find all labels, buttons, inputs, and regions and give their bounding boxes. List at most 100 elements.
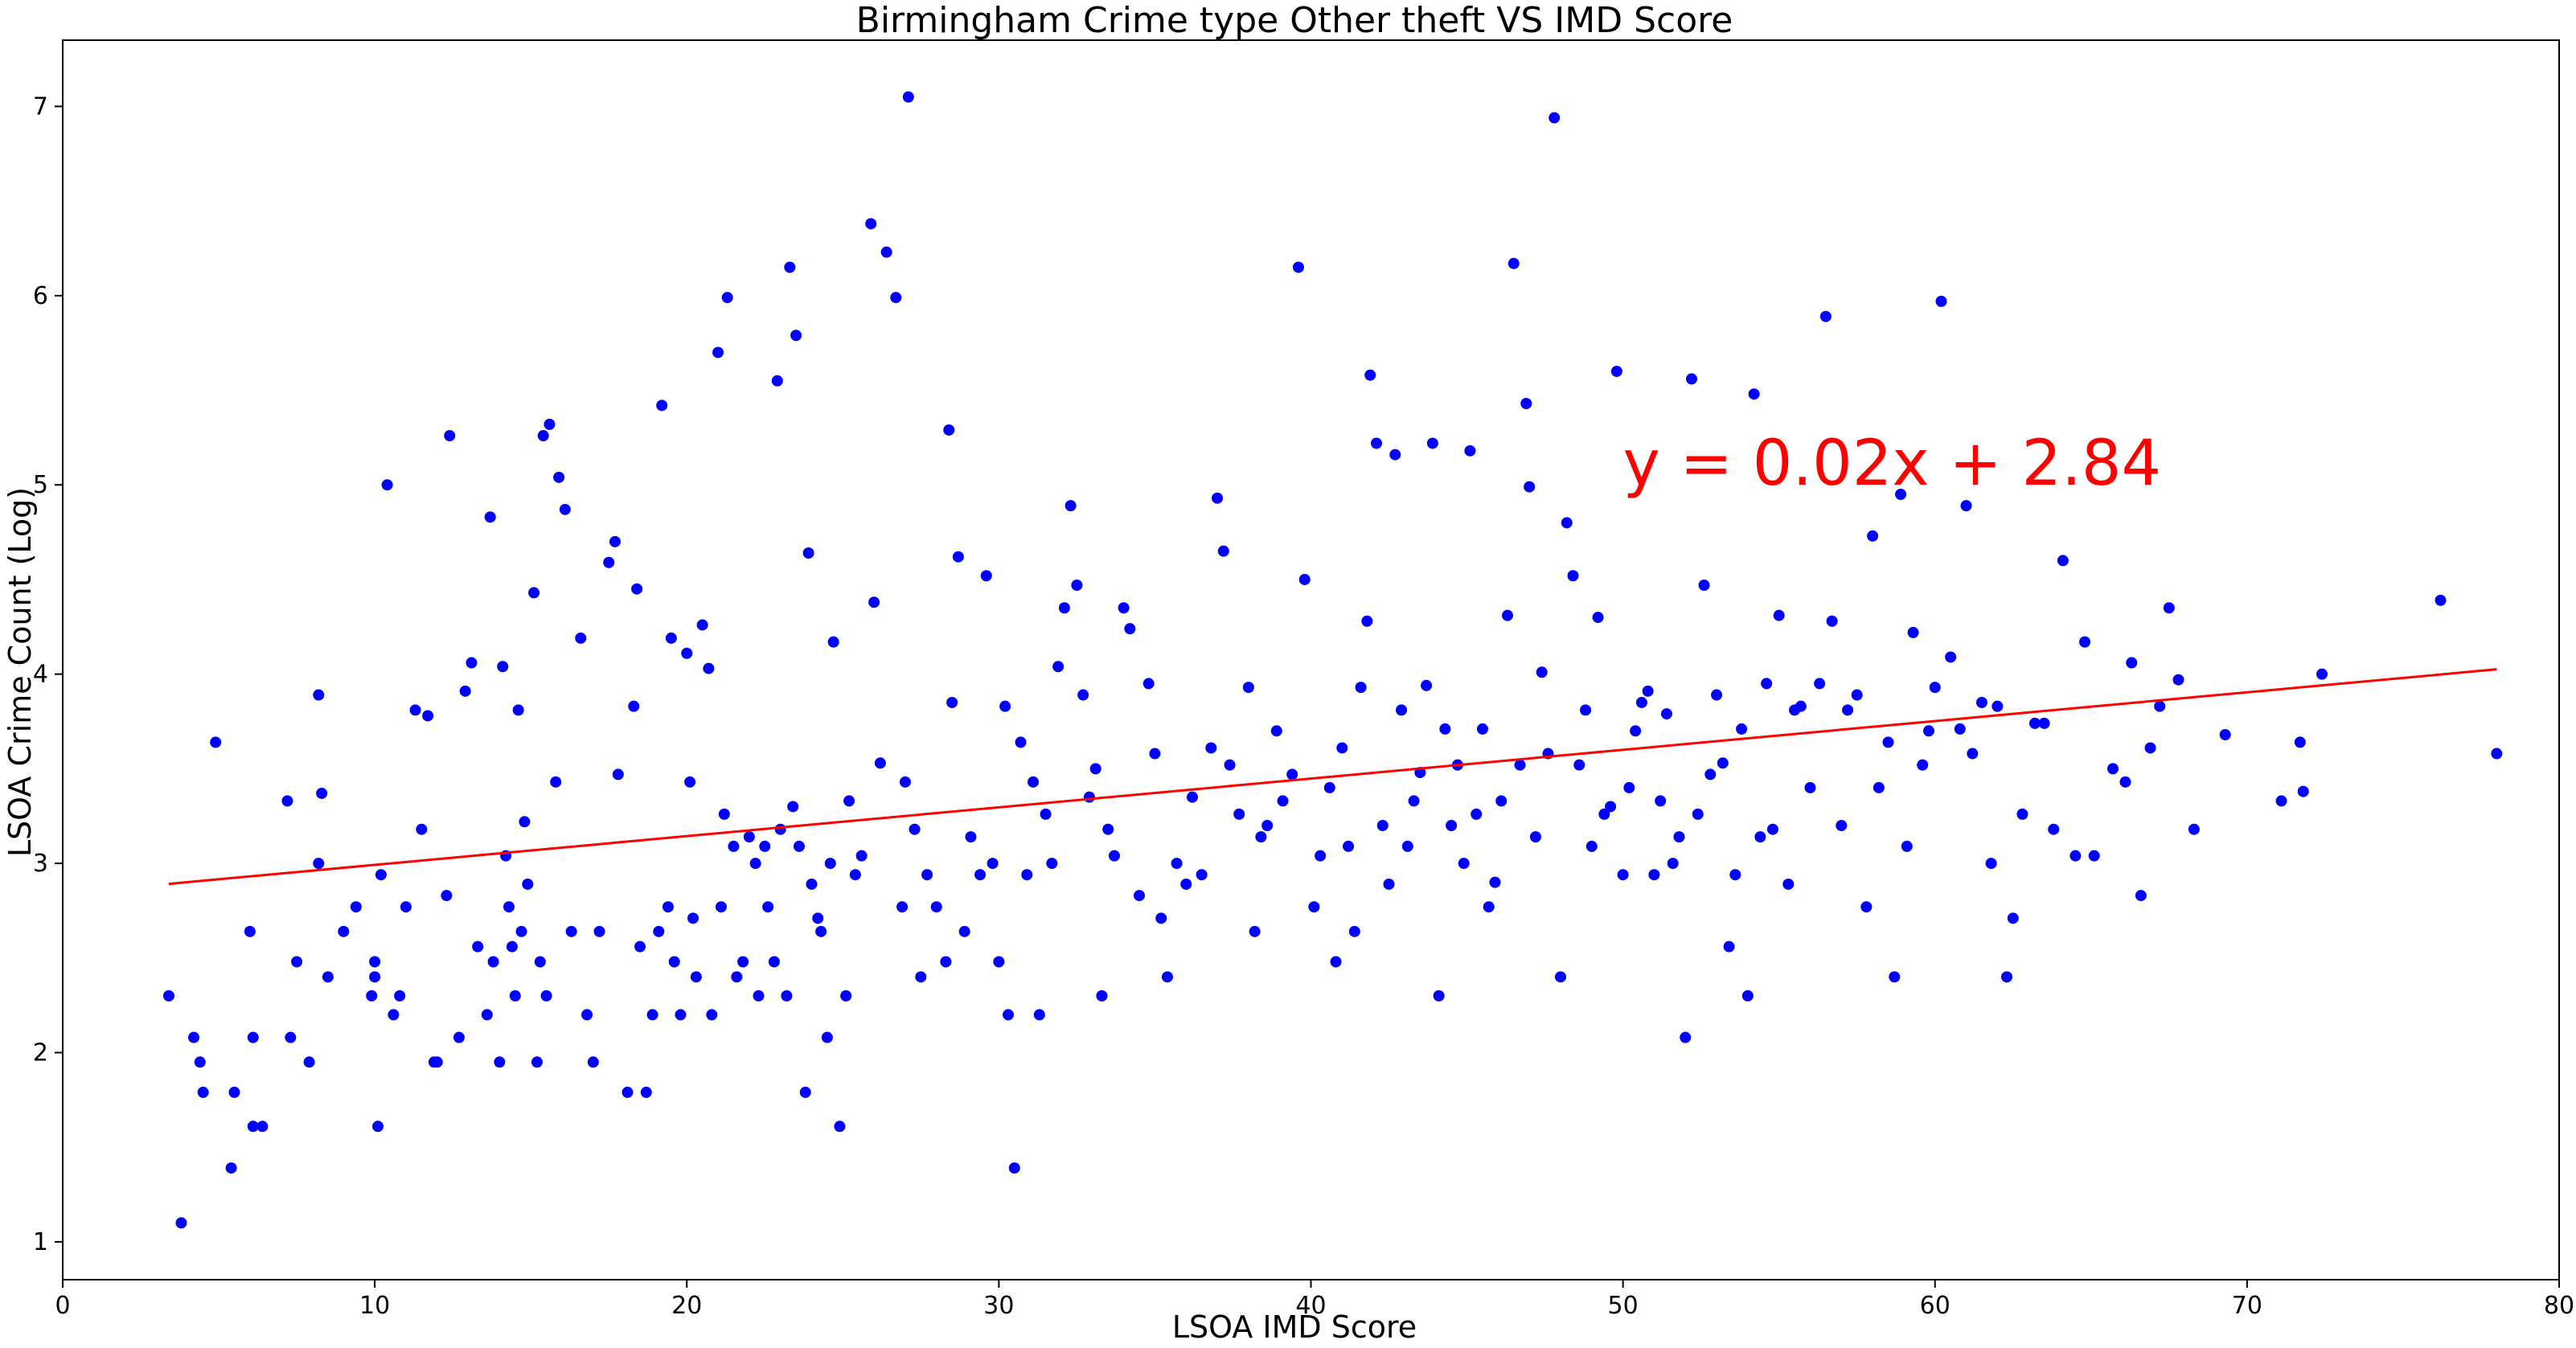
data-point [400,901,412,913]
data-point [1108,850,1120,862]
data-point [1330,956,1342,968]
data-point [1907,626,1919,638]
data-point [575,632,587,644]
data-point [812,912,824,924]
data-point [728,840,740,852]
data-point [1196,869,1208,881]
data-point [640,1086,652,1098]
data-point [1642,685,1654,697]
data-point [372,1121,384,1133]
data-point [1458,858,1470,870]
data-point [2088,850,2100,862]
data-point [1860,901,1873,913]
y-tick-label: 2 [33,1039,48,1067]
data-point [1507,257,1520,269]
data-point [1673,831,1685,843]
data-point [256,1121,269,1133]
data-point [1489,876,1501,888]
y-tick-label: 5 [33,471,48,499]
data-point [1660,708,1672,720]
data-point [1242,682,1254,694]
data-point [1954,723,1966,735]
data-point [593,925,605,937]
data-point [1514,759,1526,771]
x-tick-label: 30 [983,1292,1014,1320]
data-point [1985,858,1997,870]
data-point [1922,725,1934,737]
data-point [684,776,696,788]
data-point [768,956,780,968]
data-point [1187,791,1199,803]
data-point [565,925,577,937]
data-point [665,632,677,644]
data-point [1134,890,1146,902]
data-point [1889,971,1901,983]
data-point [915,971,927,983]
data-point [484,511,496,523]
data-point [1102,823,1114,835]
data-point [1610,365,1622,377]
data-point [416,823,428,835]
data-point [1233,808,1245,820]
data-point [799,1086,811,1098]
data-point [1617,869,1629,881]
data-point [1945,651,1957,663]
data-point [703,662,715,674]
data-point [855,850,868,862]
data-point [519,816,531,828]
data-point [303,1056,315,1068]
data-point [2126,657,2138,669]
data-point [381,479,393,491]
data-point [1723,940,1735,953]
y-axis-ticks: 1 2 3 4 5 6 7 [33,92,63,1256]
data-point [2016,808,2028,820]
data-point [587,1056,599,1068]
data-point [1605,801,1617,813]
regression-layer [168,668,2497,886]
data-point [162,989,174,1002]
data-point [1308,901,1320,913]
data-point [2038,717,2050,729]
data-point [1529,831,1541,843]
data-point [1255,831,1267,843]
data-point [515,925,527,937]
data-point [1483,901,1495,913]
y-tick-label: 6 [33,282,48,310]
data-point [1028,776,1040,788]
data-point [1261,819,1274,831]
data-point [313,858,325,870]
data-point [731,971,743,983]
data-point [1286,768,1298,781]
data-point [1960,500,1972,512]
data-point [681,647,693,659]
data-point [1711,689,1723,701]
data-point [802,547,814,559]
data-point [646,1009,658,1021]
data-point [1804,781,1816,793]
data-point [394,989,406,1002]
data-point [1064,500,1077,512]
data-point [1873,781,1885,793]
data-point [1975,696,1987,708]
data-point [509,989,521,1002]
data-point [1754,831,1766,843]
data-point [1396,704,1408,716]
y-tick-label: 7 [33,92,48,121]
data-point [827,636,839,648]
data-point [1729,869,1741,881]
data-point [497,661,509,673]
data-point [1277,795,1289,807]
data-point [1464,445,1476,457]
x-tick-label: 80 [2544,1292,2574,1320]
data-point [1171,858,1183,870]
data-point [2163,602,2175,614]
x-tick-label: 70 [2232,1292,2262,1320]
data-point [247,1121,259,1133]
data-point [1773,609,1785,621]
data-point [2135,890,2147,902]
data-point [824,858,836,870]
data-point [1401,840,1413,852]
data-point [1736,723,1748,735]
